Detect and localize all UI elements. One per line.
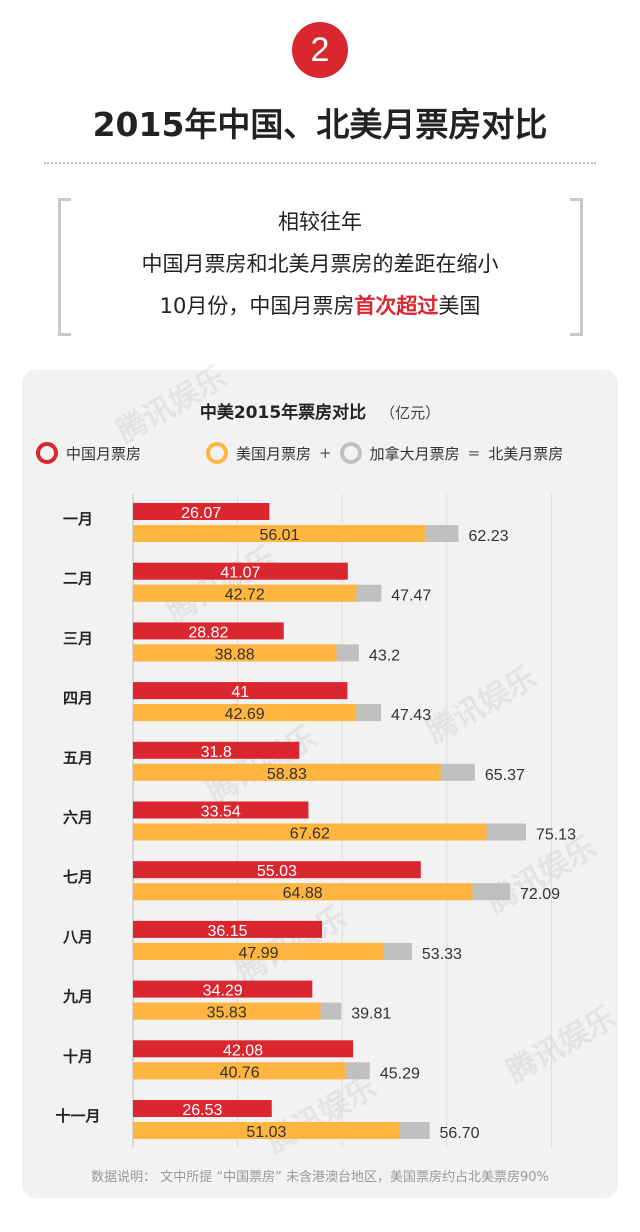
usa-value-label: 40.76	[220, 1064, 260, 1081]
china-value-label: 33.54	[201, 804, 241, 821]
usa-value-label: 38.88	[215, 646, 255, 663]
right-bracket	[570, 198, 583, 336]
china-value-label: 34.29	[203, 983, 243, 1000]
category-label: 八月	[62, 928, 93, 946]
china-bar	[133, 682, 348, 700]
category-label: 十一月	[55, 1107, 100, 1125]
usa-bar	[133, 1002, 321, 1020]
china-value-label: 41.07	[220, 565, 260, 582]
china-value-label: 41	[231, 684, 249, 701]
intro-line-3-prefix: 10月份，中国月票房	[159, 294, 355, 318]
category-label: 七月	[63, 868, 93, 886]
north-america-value-label: 75.13	[536, 827, 576, 844]
category-label: 四月	[63, 689, 93, 707]
usa-bar	[133, 704, 357, 722]
usa-value-label: 64.88	[283, 885, 323, 902]
china-value-label: 26.07	[181, 505, 221, 522]
usa-bar	[133, 1122, 400, 1139]
intro-line-3: 10月份，中国月票房首次超过美国	[80, 290, 560, 320]
usa-value-label: 42.72	[225, 587, 265, 604]
category-label: 二月	[63, 570, 93, 588]
category-label: 一月	[63, 510, 93, 528]
north-america-value-label: 47.47	[391, 588, 431, 605]
category-label: 三月	[63, 629, 93, 647]
legend-china-label: 中国月票房	[66, 444, 142, 463]
intro-highlight: 首次超过	[354, 294, 439, 318]
china-bar	[133, 622, 284, 640]
china-value-label: 55.03	[257, 863, 297, 880]
section-number-badge: 2	[292, 22, 348, 78]
legend-canada-ring-icon	[339, 442, 362, 464]
usa-value-label: 58.83	[267, 766, 307, 783]
china-bar	[133, 741, 300, 759]
legend-plus: +	[319, 444, 332, 462]
china-bar	[133, 861, 421, 879]
legend-usa-ring-icon	[206, 442, 228, 464]
north-america-value-label: 43.2	[369, 647, 400, 664]
usa-bar	[133, 883, 473, 901]
intro-line-2: 中国月票房和北美月票房的差距在缩小	[141, 252, 499, 276]
usa-value-label: 56.01	[259, 527, 299, 544]
north-america-value-label: 62.23	[468, 528, 508, 545]
dotted-divider	[44, 162, 596, 164]
legend-china: 中国月票房	[36, 440, 141, 466]
category-label: 十月	[63, 1047, 93, 1065]
usa-value-label: 35.83	[207, 1005, 247, 1022]
page-title: 2015年中国、北美月票房对比	[92, 105, 548, 144]
legend-na-label: 北美月票房	[488, 444, 564, 463]
category-label: 五月	[63, 749, 93, 767]
usa-value-label: 42.69	[225, 706, 265, 723]
left-bracket	[58, 198, 71, 336]
usa-bar	[133, 525, 426, 542]
chart-title-text: 中美2015年票房对比	[199, 403, 367, 423]
usa-bar	[133, 644, 337, 662]
china-value-label: 31.8	[201, 744, 232, 761]
north-america-value-label: 53.33	[422, 946, 462, 963]
legend-north-america: 美国月票房 + 加拿大月票房 = 北美月票房	[206, 440, 563, 466]
china-bar	[133, 1040, 354, 1058]
legend-equals: =	[467, 444, 481, 462]
legend-usa-label: 美国月票房	[236, 444, 312, 463]
north-america-value-label: 56.70	[440, 1125, 480, 1142]
china-bar	[133, 801, 309, 819]
north-america-value-label: 72.09	[520, 886, 560, 903]
legend-china-ring-icon	[36, 442, 58, 464]
china-value-label: 36.15	[208, 923, 248, 940]
usa-bar	[133, 823, 487, 841]
china-value-label: 42.08	[223, 1042, 263, 1059]
china-bar	[133, 1100, 272, 1117]
intro-line-3-suffix: 美国	[438, 294, 481, 318]
china-bar	[133, 920, 323, 938]
china-value-label: 28.82	[188, 624, 228, 641]
footnote: 数据说明： 文中所提 “中国票房” 未含港澳台地区，美国票房约占北美票房90%	[91, 1170, 549, 1185]
north-america-value-label: 39.81	[351, 1006, 391, 1023]
category-label: 九月	[62, 988, 93, 1006]
chart-title: 中美2015年票房对比 （亿元）	[0, 398, 640, 423]
usa-bar	[133, 584, 357, 602]
category-label: 六月	[63, 809, 93, 827]
usa-bar	[133, 1062, 347, 1080]
china-value-label: 26.53	[182, 1102, 222, 1119]
north-america-value-label: 47.43	[391, 707, 431, 724]
usa-bar	[133, 763, 441, 781]
legend-canada-label: 加拿大月票房	[369, 444, 460, 463]
north-america-value-label: 65.37	[485, 767, 525, 784]
china-bar	[133, 980, 313, 998]
chart-unit: （亿元）	[380, 404, 441, 422]
usa-value-label: 67.62	[290, 826, 330, 843]
china-bar	[133, 562, 348, 580]
china-bar	[133, 503, 270, 520]
intro-line-1: 相较往年	[278, 210, 362, 234]
north-america-value-label: 45.29	[380, 1065, 420, 1082]
usa-bar	[133, 942, 384, 960]
usa-value-label: 51.03	[246, 1124, 286, 1141]
chart-panel	[22, 370, 618, 1198]
usa-value-label: 47.99	[238, 945, 278, 962]
